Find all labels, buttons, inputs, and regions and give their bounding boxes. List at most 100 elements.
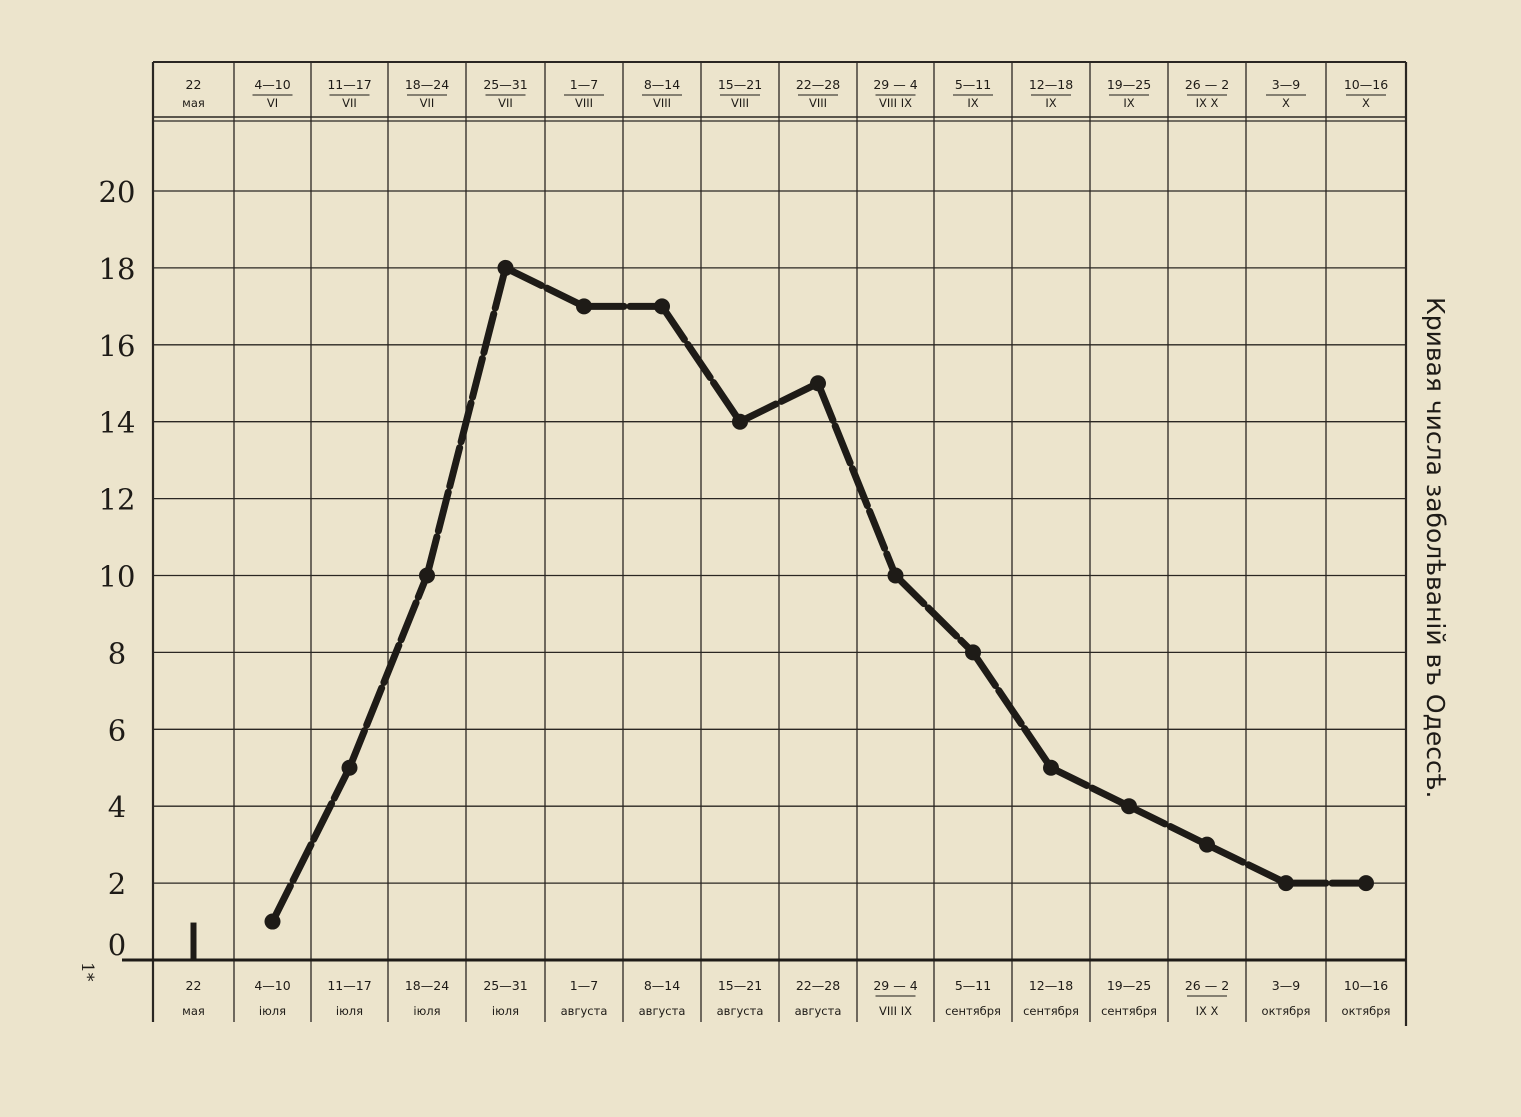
- footer-label-top: 5—11: [955, 978, 991, 993]
- footer-label-top: 29 — 4: [873, 978, 917, 993]
- header-label: 19—25 IX: [1107, 77, 1151, 110]
- header-label: 22 мая: [182, 77, 205, 110]
- data-point: [965, 644, 981, 661]
- footer-label-bottom: августа: [639, 1004, 686, 1018]
- y-tick-label: 0: [108, 928, 126, 962]
- header-label-bottom: мая: [182, 96, 205, 110]
- header-label-top: 22—28: [796, 77, 840, 92]
- header-label-top: 5—11: [955, 77, 991, 92]
- footer-label-bottom: мая: [182, 1004, 205, 1018]
- footer-label-top: 22—28: [796, 978, 840, 993]
- y-tick-label: 14: [99, 406, 136, 440]
- grid-layer: [122, 61, 1408, 1026]
- footer-label: 8—14 августа: [639, 978, 686, 1018]
- footer-label-top: 10—16: [1344, 978, 1388, 993]
- header-label-bottom: VIII: [809, 96, 827, 110]
- header-label-bottom: VII: [420, 96, 435, 110]
- data-point: [732, 413, 748, 430]
- data-point: [1043, 759, 1059, 776]
- data-point: [887, 567, 904, 584]
- header-label-top: 4—10: [254, 77, 290, 92]
- footer-label: 22—28 августа: [795, 978, 842, 1018]
- data-point: [419, 567, 435, 584]
- footer-label-top: 25—31: [483, 978, 527, 993]
- header-label-bottom: X: [1282, 96, 1290, 110]
- header-label-top: 25—31: [483, 77, 527, 92]
- footer-label: 4—10 іюля: [254, 978, 290, 1018]
- footer-label-top: 1—7: [570, 978, 598, 993]
- page-mark: 1*: [77, 962, 97, 982]
- series-segment: [423, 264, 509, 579]
- footer-label-bottom: сентября: [1101, 1004, 1157, 1018]
- y-tick-label: 20: [99, 175, 136, 209]
- footer-label-bottom: іюля: [259, 1004, 286, 1018]
- header-label: 10—16 X: [1344, 77, 1388, 110]
- series-segment: [658, 302, 744, 426]
- header-label-bottom: VIII: [575, 96, 593, 110]
- series-segment: [1125, 802, 1211, 849]
- header-label-top: 26 — 2: [1185, 77, 1229, 92]
- data-point: [810, 375, 826, 392]
- header-label: 15—21 VIII: [718, 77, 762, 110]
- header-label-bottom: IX X: [1196, 96, 1219, 110]
- header-label-top: 19—25: [1107, 77, 1151, 92]
- data-point: [1278, 875, 1294, 892]
- header-label-top: 18—24: [405, 77, 449, 92]
- column-header-bottom: 22 мая 4—10 іюля 11—17 іюля 18—24 іюля 25—31 іюля…: [182, 978, 1390, 1018]
- header-label: 12—18 IX: [1029, 77, 1073, 110]
- header-label-top: 11—17: [327, 77, 371, 92]
- footer-label: 25—31 іюля: [483, 978, 527, 1018]
- header-label-top: 3—9: [1272, 77, 1300, 92]
- data-point: [341, 759, 358, 776]
- series-segment: [1203, 841, 1290, 887]
- header-label-top: 15—21: [718, 77, 762, 92]
- header-label: 11—17 VII: [327, 77, 371, 110]
- data-point: [1199, 836, 1215, 853]
- header-label-top: 29 — 4: [873, 77, 917, 92]
- footer-label-top: 15—21: [718, 978, 762, 993]
- series-segment: [346, 572, 431, 772]
- header-label: 4—10 VI: [252, 77, 293, 110]
- footer-label: 12—18 сентября: [1023, 978, 1079, 1018]
- header-label: 3—9 X: [1266, 77, 1306, 110]
- series-segment: [269, 764, 353, 926]
- header-label-top: 1—7: [570, 77, 598, 92]
- header-label-bottom: VIII IX: [879, 96, 912, 110]
- footer-label-top: 26 — 2: [1185, 978, 1229, 993]
- y-tick-label: 8: [108, 636, 126, 670]
- footer-label-bottom: VIII IX: [879, 1004, 912, 1018]
- footer-label: 11—17 іюля: [327, 978, 371, 1018]
- y-tick-label: 6: [108, 713, 126, 747]
- footer-label-top: 11—17: [327, 978, 371, 993]
- header-label-bottom: VIII: [731, 96, 749, 110]
- series-segment: [736, 379, 822, 426]
- footer-label: 22 мая: [182, 978, 205, 1018]
- header-label-top: 8—14: [644, 77, 680, 92]
- series-segment: [892, 572, 977, 656]
- data-point: [264, 913, 281, 930]
- series-segment: [814, 379, 899, 579]
- data-point: [1121, 798, 1137, 815]
- header-label-bottom: VII: [498, 96, 513, 110]
- data-point: [1358, 875, 1374, 892]
- footer-label-bottom: іюля: [492, 1004, 519, 1018]
- footer-label-bottom: сентября: [945, 1004, 1001, 1018]
- y-tick-label: 18: [99, 252, 136, 286]
- footer-label-bottom: августа: [561, 1004, 608, 1018]
- header-label: 22—28 VIII: [796, 77, 840, 110]
- footer-label-bottom: іюля: [336, 1004, 363, 1018]
- footer-label-top: 22: [186, 978, 202, 993]
- series-segment: [969, 648, 1055, 772]
- header-label-top: 12—18: [1029, 77, 1073, 92]
- header-label-bottom: VIII: [653, 96, 671, 110]
- header-label-bottom: VI: [267, 96, 278, 110]
- footer-label-bottom: IX X: [1196, 1004, 1219, 1018]
- header-label: 25—31 VII: [483, 77, 527, 110]
- footer-label-top: 4—10: [254, 978, 290, 993]
- footer-label: 5—11 сентября: [945, 978, 1001, 1018]
- footer-label-bottom: октября: [1262, 1004, 1311, 1018]
- footer-label-bottom: октября: [1342, 1004, 1391, 1018]
- footer-label: 15—21 августа: [717, 978, 764, 1018]
- y-tick-label: 4: [108, 790, 126, 824]
- y-axis-ticks: 0 2 4 6 8 10 12 14 16 18 20: [99, 175, 136, 962]
